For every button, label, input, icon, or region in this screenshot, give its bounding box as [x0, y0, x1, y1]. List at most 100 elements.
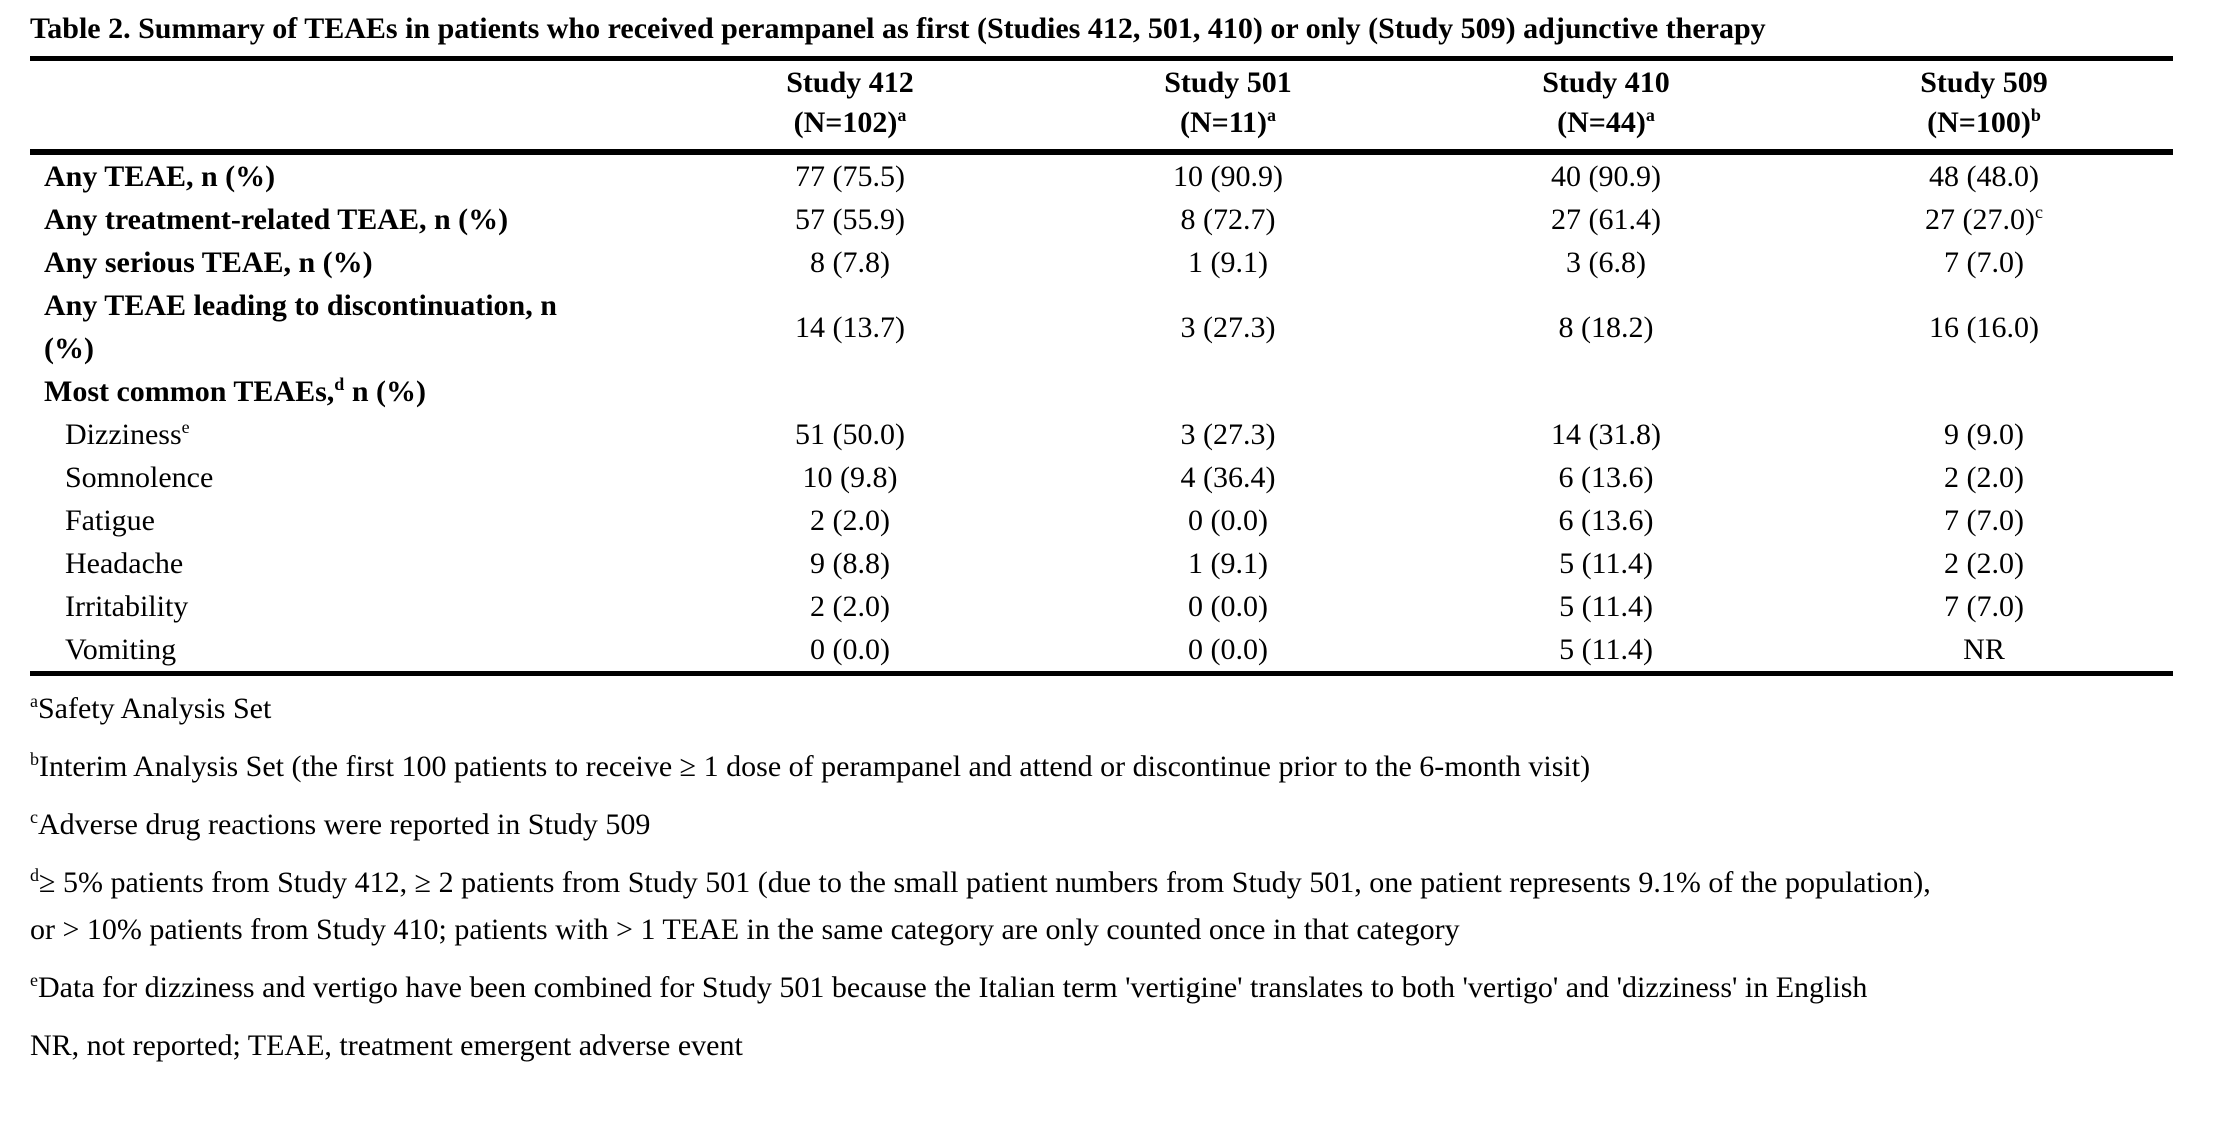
- row-label: Irritability: [65, 590, 189, 623]
- value-cell: 8 (18.2): [1558, 310, 1654, 344]
- table-row: Vomiting 0 (0.0) 0 (0.0) 5 (11.4) NR: [30, 628, 2173, 674]
- row-label-cell: Vomiting: [30, 628, 661, 674]
- row-label: Any serious TEAE, n (%): [44, 246, 373, 279]
- value-cell: 51 (50.0): [795, 418, 905, 451]
- value-cell: 8 (7.8): [810, 246, 890, 279]
- row-label-cell: Any serious TEAE, n (%): [30, 241, 661, 284]
- footnote-line: bInterim Analysis Set (the first 100 pat…: [30, 749, 1591, 783]
- value-cell: 3 (27.3): [1180, 418, 1276, 451]
- value-cell: 7 (7.0): [1944, 504, 2024, 537]
- value-cell: 9 (8.8): [810, 547, 890, 580]
- value-cell: 16 (16.0): [1929, 310, 2039, 344]
- value-cell: 9 (9.0): [1944, 418, 2024, 451]
- footnote-marker: a: [897, 105, 907, 125]
- value-cell: [1039, 370, 1417, 413]
- footnote-marker: a: [30, 691, 38, 711]
- column-header-study-509: Study 509 (N=100)b: [1795, 58, 2173, 155]
- value-cell: 5 (11.4): [1559, 633, 1653, 666]
- value-cell: 0 (0.0): [1188, 590, 1268, 623]
- value-cell: 40 (90.9): [1551, 160, 1661, 193]
- study-label: Study 501: [1164, 66, 1292, 99]
- value-cell: 10 (9.8): [802, 461, 898, 494]
- row-label-cell: Headache: [30, 542, 661, 585]
- row-label-cell: Any TEAE, n (%): [30, 152, 661, 198]
- row-label: Any TEAE, n (%): [44, 160, 276, 193]
- row-label-cell: Somnolence: [30, 456, 661, 499]
- value-cell: 14 (13.7): [795, 310, 905, 344]
- value-cell: 57 (55.9): [795, 203, 905, 236]
- study-label: Study 410: [1542, 66, 1670, 99]
- footnote-line: cAdverse drug reactions were reported in…: [30, 807, 651, 841]
- value-cell: 0 (0.0): [1188, 504, 1268, 537]
- table-row: Any treatment-related TEAE, n (%) 57 (55.…: [30, 198, 2173, 241]
- value-cell: 7 (7.0): [1944, 590, 2024, 623]
- footnote-line: d≥ 5% patients from Study 412, ≥ 2 patie…: [30, 865, 1931, 899]
- column-header-study-501: Study 501 (N=11)a: [1039, 58, 1417, 155]
- row-label-cell: Any treatment-related TEAE, n (%): [30, 198, 661, 241]
- row-label-cell: Most common TEAEs,d n (%): [30, 370, 661, 413]
- value-cell: 3 (6.8): [1566, 246, 1646, 279]
- row-label-cell: Fatigue: [30, 499, 661, 542]
- study-n: (N=100)b: [1927, 105, 2041, 139]
- row-label: Somnolence: [65, 461, 214, 494]
- study-label: Study 509: [1920, 66, 2048, 99]
- table-row: Most common TEAEs,d n (%): [30, 370, 2173, 413]
- table-row: Any TEAE, n (%) 77 (75.5) 10 (90.9) 40 (90.…: [30, 152, 2173, 198]
- row-label: Most common TEAEs,d n (%): [44, 374, 426, 408]
- table-row: Somnolence 10 (9.8) 4 (36.4) 6 (13.6) 2 (2.0…: [30, 456, 2173, 499]
- row-label: Any treatment-related TEAE, n (%): [44, 203, 509, 236]
- row-label: Any TEAE leading to discontinuation, n: [44, 289, 557, 322]
- footnote: eData for dizziness and vertigo have bee…: [30, 964, 2220, 1011]
- footnotes: aSafety Analysis Set bInterim Analysis Se…: [30, 685, 2220, 1069]
- footnote-marker: e: [181, 417, 190, 437]
- row-label-cell: Any TEAE leading to discontinuation, n (%…: [30, 284, 661, 370]
- value-cell: [1417, 370, 1795, 413]
- footnote-line: eData for dizziness and vertigo have bee…: [30, 970, 1868, 1004]
- value-cell: 2 (2.0): [810, 590, 890, 623]
- document-page: Table 2. Summary of TEAEs in patients wh…: [30, 13, 2220, 1069]
- value-cell: 27 (61.4): [1551, 203, 1661, 236]
- table-row: Any serious TEAE, n (%) 8 (7.8) 1 (9.1) 3 (…: [30, 241, 2173, 284]
- column-header-study-410: Study 410 (N=44)a: [1417, 58, 1795, 155]
- footnote-marker: d: [334, 374, 345, 394]
- value-cell: [1795, 370, 2173, 413]
- table-row: Any TEAE leading to discontinuation, n (%…: [30, 284, 2173, 370]
- teae-table: Study 412 (N=102)a Study 501 (N=11)a Study 4…: [30, 56, 2173, 676]
- value-cell: 3 (27.3): [1180, 310, 1276, 344]
- study-n: (N=11)a: [1179, 105, 1277, 139]
- row-label-cell: Irritability: [30, 585, 661, 628]
- value-cell: 14 (31.8): [1551, 418, 1661, 451]
- footnote-marker: b: [30, 749, 39, 769]
- value-cell: 1 (9.1): [1188, 547, 1268, 580]
- footnote: d≥ 5% patients from Study 412, ≥ 2 patie…: [30, 859, 2220, 953]
- value-cell: 1 (9.1): [1188, 246, 1268, 279]
- value-cell: 0 (0.0): [810, 633, 890, 666]
- footnote-marker: b: [2030, 105, 2041, 125]
- value-cell: 0 (0.0): [1188, 633, 1268, 666]
- row-label: Vomiting: [65, 633, 177, 666]
- value-cell: 10 (90.9): [1173, 160, 1283, 193]
- table-body: Any TEAE, n (%) 77 (75.5) 10 (90.9) 40 (90.…: [30, 152, 2173, 674]
- empty-header-cell: [30, 58, 661, 155]
- column-header-study-412: Study 412 (N=102)a: [661, 58, 1039, 155]
- footnote-marker: a: [1645, 105, 1655, 125]
- row-label: Fatigue: [65, 504, 155, 537]
- table-row: Dizzinesse 51 (50.0) 3 (27.3) 14 (31.8) 9 (9…: [30, 413, 2173, 456]
- footnote-marker: a: [1267, 105, 1277, 125]
- value-cell: 6 (13.6): [1558, 461, 1654, 494]
- value-cell: 48 (48.0): [1929, 160, 2039, 193]
- footnote: NR, not reported; TEAE, treatment emerge…: [30, 1022, 2220, 1069]
- row-label-cell: Dizzinesse: [30, 413, 661, 456]
- value-cell: 27 (27.0)c: [1925, 202, 2043, 236]
- value-cell: 77 (75.5): [795, 160, 905, 193]
- footnote: aSafety Analysis Set: [30, 685, 2220, 732]
- value-cell: 7 (7.0): [1944, 246, 2024, 279]
- study-n: (N=44)a: [1557, 105, 1655, 139]
- row-label: Headache: [65, 547, 184, 580]
- footnote: cAdverse drug reactions were reported in…: [30, 801, 2220, 848]
- table-row: Fatigue 2 (2.0) 0 (0.0) 6 (13.6) 7 (7.0): [30, 499, 2173, 542]
- value-cell: 6 (13.6): [1558, 504, 1654, 537]
- table-header-row: Study 412 (N=102)a Study 501 (N=11)a Study 4…: [30, 58, 2173, 155]
- footnote-marker: c: [30, 807, 38, 827]
- row-label: Dizzinesse: [65, 417, 190, 451]
